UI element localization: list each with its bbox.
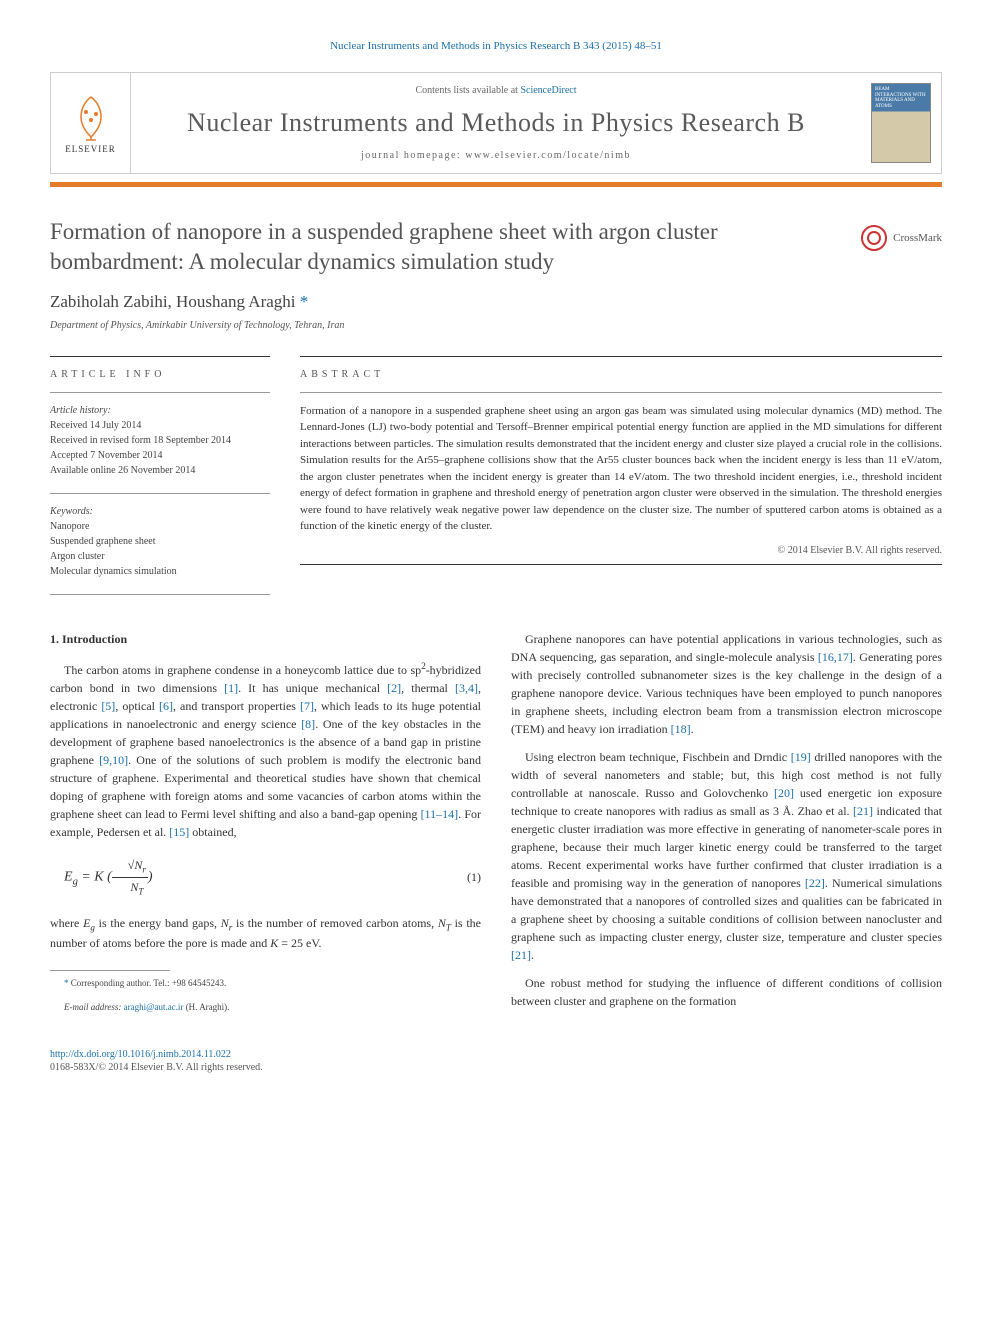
equation-1-row: Eg = K (√NrNT) (1) [50, 856, 481, 899]
title-row: Formation of nanopore in a suspended gra… [50, 217, 942, 292]
body-para-3: Using electron beam technique, Fischbein… [511, 748, 942, 964]
history-accepted: Accepted 7 November 2014 [50, 448, 270, 463]
contents-prefix: Contents lists available at [415, 85, 520, 96]
elsevier-label: ELSEVIER [65, 144, 116, 154]
keyword-item: Argon cluster [50, 549, 270, 564]
equation-1: Eg = K (√NrNT) [50, 856, 467, 899]
journal-header-box: ELSEVIER Contents lists available at Sci… [50, 72, 942, 174]
history-label: Article history: [50, 403, 270, 418]
homepage-prefix: journal homepage: [361, 150, 465, 161]
ref-link[interactable]: [16,17] [818, 650, 853, 664]
email-link[interactable]: araghi@aut.ac.ir [124, 1002, 184, 1012]
ref-link[interactable]: [20] [774, 786, 794, 800]
body-para-4: One robust method for studying the influ… [511, 974, 942, 1010]
body-para-2: Graphene nanopores can have potential ap… [511, 630, 942, 738]
corresponding-marker: * [300, 292, 309, 311]
ref-link[interactable]: [2] [387, 681, 401, 695]
history-revised: Received in revised form 18 September 20… [50, 433, 270, 448]
keyword-item: Suspended graphene sheet [50, 534, 270, 549]
keyword-item: Nanopore [50, 519, 270, 534]
keywords-label: Keywords: [50, 504, 270, 519]
ref-link[interactable]: [15] [169, 825, 189, 839]
intro-para-1: The carbon atoms in graphene condense in… [50, 660, 481, 841]
ref-link[interactable]: [7] [300, 699, 314, 713]
history-online: Available online 26 November 2014 [50, 463, 270, 478]
article-info-label: ARTICLE INFO [50, 369, 270, 380]
info-abstract-row: ARTICLE INFO Article history: Received 1… [50, 356, 942, 595]
footnote-email: E-mail address: araghi@aut.ac.ir (H. Ara… [50, 1001, 481, 1015]
abstract-copyright: © 2014 Elsevier B.V. All rights reserved… [300, 545, 942, 556]
sciencedirect-link[interactable]: ScienceDirect [520, 85, 576, 96]
ref-link[interactable]: [21] [511, 948, 531, 962]
abstract-column: ABSTRACT Formation of a nanopore in a su… [300, 356, 942, 595]
journal-cover-cell: BEAM INTERACTIONS WITH MATERIALS AND ATO… [861, 73, 941, 173]
elsevier-logo-cell: ELSEVIER [51, 73, 131, 173]
elsevier-tree-icon [66, 92, 116, 142]
journal-name: Nuclear Instruments and Methods in Physi… [141, 108, 851, 138]
article-history-block: Article history: Received 14 July 2014 R… [50, 403, 270, 478]
equation-desc: where Eg is the energy band gaps, Nr is … [50, 914, 481, 953]
keyword-item: Molecular dynamics simulation [50, 564, 270, 579]
article-title: Formation of nanopore in a suspended gra… [50, 217, 841, 277]
author-names: Zabiholah Zabihi, Houshang Araghi [50, 292, 296, 311]
page-root: Nuclear Instruments and Methods in Physi… [0, 0, 992, 1113]
ref-link[interactable]: [6] [159, 699, 173, 713]
contents-lists-line: Contents lists available at ScienceDirec… [141, 85, 851, 96]
homepage-line: journal homepage: www.elsevier.com/locat… [141, 150, 851, 161]
history-received: Received 14 July 2014 [50, 418, 270, 433]
right-column: Graphene nanopores can have potential ap… [511, 630, 942, 1025]
citation-header: Nuclear Instruments and Methods in Physi… [50, 40, 942, 52]
crossmark-icon [861, 225, 887, 251]
ref-link[interactable]: [9,10] [99, 753, 128, 767]
ref-link[interactable]: [21] [853, 804, 873, 818]
homepage-link[interactable]: www.elsevier.com/locate/nimb [465, 150, 631, 161]
ref-link[interactable]: [1] [224, 681, 238, 695]
footnote-separator [50, 970, 170, 971]
crossmark-label: CrossMark [893, 232, 942, 244]
doi-link[interactable]: http://dx.doi.org/10.1016/j.nimb.2014.11… [50, 1049, 942, 1060]
article-info-column: ARTICLE INFO Article history: Received 1… [50, 356, 270, 595]
ref-link[interactable]: [22] [805, 876, 825, 890]
header-middle: Contents lists available at ScienceDirec… [131, 73, 861, 173]
keywords-block: Keywords: Nanopore Suspended graphene sh… [50, 504, 270, 579]
body-columns: 1. Introduction The carbon atoms in grap… [50, 630, 942, 1025]
ref-link[interactable]: [19] [791, 750, 811, 764]
journal-cover-thumb: BEAM INTERACTIONS WITH MATERIALS AND ATO… [871, 83, 931, 163]
ref-link[interactable]: [8] [301, 717, 315, 731]
abstract-text: Formation of a nanopore in a suspended g… [300, 403, 942, 535]
affiliation: Department of Physics, Amirkabir Univers… [50, 320, 942, 331]
equation-1-number: (1) [467, 868, 481, 886]
issn-copyright: 0168-583X/© 2014 Elsevier B.V. All right… [50, 1062, 942, 1073]
left-column: 1. Introduction The carbon atoms in grap… [50, 630, 481, 1025]
authors-line: Zabiholah Zabihi, Houshang Araghi * [50, 292, 942, 312]
ref-link[interactable]: [5] [101, 699, 115, 713]
section-1-heading: 1. Introduction [50, 630, 481, 648]
crossmark-badge[interactable]: CrossMark [861, 225, 942, 251]
footnote-corresponding: * Corresponding author. Tel.: +98 645452… [50, 977, 481, 991]
orange-divider [50, 182, 942, 187]
abstract-label: ABSTRACT [300, 369, 942, 380]
ref-link[interactable]: [3,4] [455, 681, 478, 695]
ref-link[interactable]: [18] [671, 722, 691, 736]
ref-link[interactable]: [11–14] [421, 807, 459, 821]
